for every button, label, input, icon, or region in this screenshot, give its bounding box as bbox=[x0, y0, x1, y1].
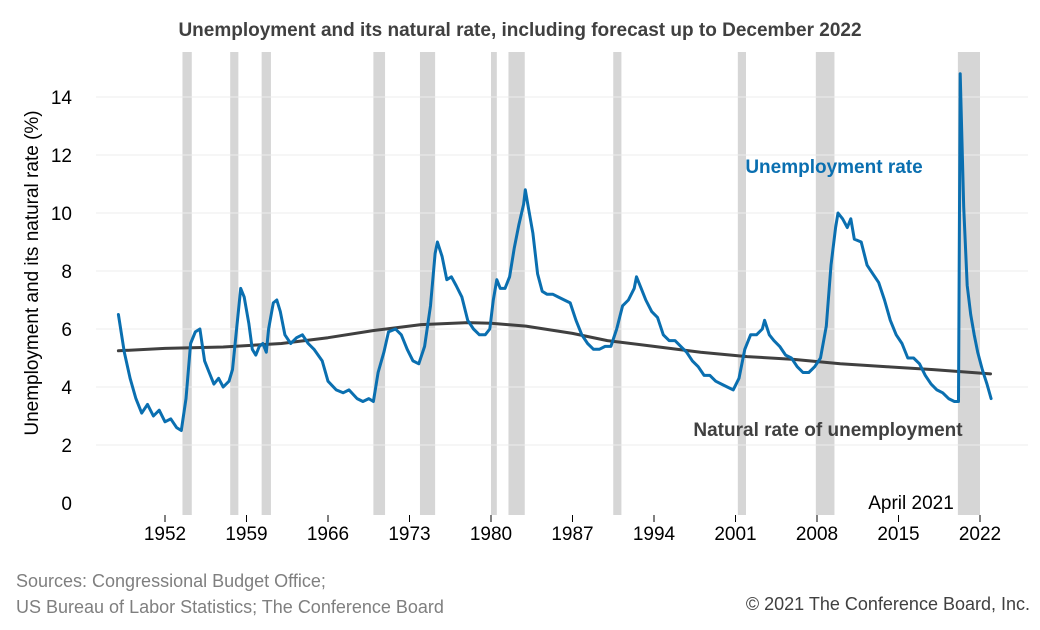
recession-band-6 bbox=[508, 52, 525, 515]
series-lines bbox=[116, 72, 993, 432]
x-tick-label-1952: 1952 bbox=[144, 524, 186, 545]
recession-band-2 bbox=[261, 52, 271, 515]
x-axis-ticks: 1952 1959 1966 1973 1980 1987 1994 2001 2008 2015… bbox=[144, 515, 1001, 545]
x-tick-label-1987: 1987 bbox=[551, 524, 593, 545]
x-tick-label-2001: 2001 bbox=[714, 524, 756, 545]
source-line-2: US Bureau of Labor Statistics; The Confe… bbox=[16, 597, 444, 617]
series-line-unemployment-rate bbox=[116, 72, 993, 432]
recession-band-5 bbox=[491, 52, 497, 515]
x-tick-label-1959: 1959 bbox=[225, 524, 267, 545]
y-axis-ticks: 0 2 4 6 8 10 12 14 bbox=[51, 88, 73, 515]
recession-band-3 bbox=[373, 52, 386, 515]
natural-rate-label: Natural rate of unemployment bbox=[693, 420, 963, 441]
recession-band-9 bbox=[815, 52, 835, 515]
recession-band-4 bbox=[419, 52, 436, 515]
x-tick-label-2008: 2008 bbox=[796, 524, 838, 545]
x-tick-label-1994: 1994 bbox=[633, 524, 676, 545]
y-tick-label-4: 4 bbox=[61, 378, 72, 399]
y-tick-label-0: 0 bbox=[61, 494, 72, 515]
source-line-1: Sources: Congressional Budget Office; bbox=[16, 571, 326, 591]
source-note: Sources: Congressional Budget Office; US… bbox=[16, 568, 444, 620]
y-axis-label: Unemployment and its natural rate (%) bbox=[22, 110, 43, 435]
april-2021-label: April 2021 bbox=[868, 493, 954, 514]
y-tick-label-12: 12 bbox=[51, 146, 72, 167]
recession-band-8 bbox=[737, 52, 746, 515]
recession-bands bbox=[182, 52, 980, 515]
unemployment-rate-label: Unemployment rate bbox=[745, 157, 922, 178]
x-tick-label-1966: 1966 bbox=[307, 524, 349, 545]
recession-band-1 bbox=[230, 52, 239, 515]
grid-lines bbox=[96, 96, 1028, 446]
recession-band-0 bbox=[182, 52, 192, 515]
x-tick-label-1973: 1973 bbox=[388, 524, 430, 545]
y-tick-label-14: 14 bbox=[51, 88, 73, 109]
x-tick-label-2022: 2022 bbox=[959, 524, 1001, 545]
x-tick-label-1980: 1980 bbox=[470, 524, 512, 545]
y-tick-label-2: 2 bbox=[61, 436, 72, 457]
y-tick-label-8: 8 bbox=[61, 262, 72, 283]
y-tick-label-6: 6 bbox=[61, 320, 72, 341]
x-tick-label-2015: 2015 bbox=[877, 524, 919, 545]
chart-title: Unemployment and its natural rate, inclu… bbox=[178, 20, 861, 41]
recession-band-7 bbox=[613, 52, 622, 515]
copyright-note: © 2021 The Conference Board, Inc. bbox=[745, 594, 1030, 614]
y-tick-label-10: 10 bbox=[51, 204, 72, 225]
